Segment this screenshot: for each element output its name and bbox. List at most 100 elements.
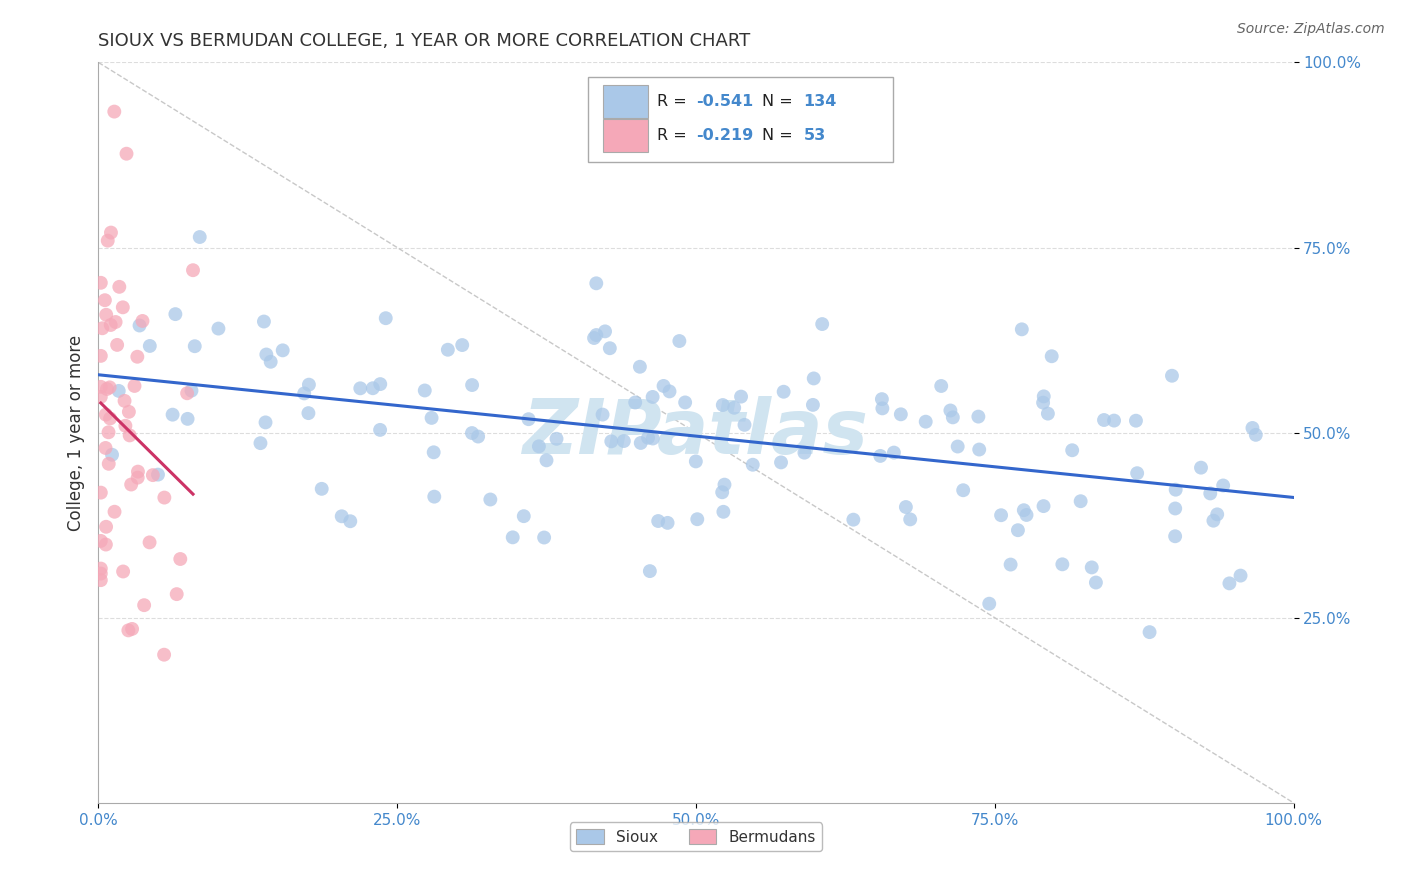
Point — [1244, 427, 1267, 442]
Point — [188, 230, 211, 244]
Point — [711, 485, 734, 500]
Point — [658, 384, 681, 399]
Point — [153, 491, 176, 505]
Point — [165, 307, 187, 321]
Point — [673, 395, 696, 409]
Point — [939, 403, 962, 417]
Point — [100, 318, 122, 332]
Point — [842, 513, 865, 527]
Point — [467, 429, 489, 443]
Point — [271, 343, 294, 358]
Point — [1070, 494, 1092, 508]
Point — [90, 485, 112, 500]
Point — [121, 622, 143, 636]
Point — [90, 561, 112, 575]
Point — [734, 417, 756, 432]
Point — [502, 530, 524, 544]
Point — [169, 552, 191, 566]
Point — [894, 500, 917, 514]
Point — [413, 384, 436, 398]
Point — [349, 381, 371, 395]
FancyBboxPatch shape — [603, 86, 648, 118]
Point — [585, 277, 607, 291]
Point — [711, 398, 734, 412]
Point — [803, 371, 825, 385]
Point — [368, 377, 391, 392]
Point — [103, 505, 125, 519]
Point — [253, 314, 276, 328]
Point — [1139, 625, 1161, 640]
Point — [112, 565, 135, 579]
Point — [115, 146, 138, 161]
Point — [96, 382, 118, 396]
Point — [260, 355, 283, 369]
Point — [883, 445, 905, 459]
Point — [713, 505, 735, 519]
Point — [451, 338, 474, 352]
Point — [668, 334, 690, 348]
Point — [162, 408, 184, 422]
Point — [176, 412, 198, 426]
Point — [91, 321, 114, 335]
Point — [1202, 514, 1225, 528]
Point — [1164, 529, 1187, 543]
Point — [1212, 478, 1234, 492]
Point — [422, 445, 444, 459]
Point — [647, 514, 669, 528]
Point — [374, 311, 396, 326]
Point — [423, 490, 446, 504]
Point — [914, 415, 936, 429]
Point — [90, 533, 112, 548]
Point — [184, 339, 207, 353]
Point — [872, 401, 894, 416]
Point — [207, 321, 229, 335]
Point — [1007, 523, 1029, 537]
Point — [101, 448, 124, 462]
Point — [1164, 501, 1187, 516]
Point — [811, 317, 834, 331]
Point — [946, 440, 969, 454]
Point — [90, 276, 112, 290]
Text: SIOUX VS BERMUDAN COLLEGE, 1 YEAR OR MORE CORRELATION CHART: SIOUX VS BERMUDAN COLLEGE, 1 YEAR OR MOR… — [98, 32, 751, 50]
Point — [127, 350, 149, 364]
Point — [1199, 486, 1222, 500]
Text: ZIPatlas: ZIPatlas — [523, 396, 869, 469]
Point — [127, 465, 149, 479]
Point — [890, 407, 912, 421]
Point — [96, 308, 118, 322]
Point — [630, 436, 652, 450]
Point — [90, 349, 112, 363]
Point — [94, 520, 117, 534]
Point — [1032, 499, 1054, 513]
Point — [166, 587, 188, 601]
Text: N =: N = — [762, 95, 797, 109]
Point — [1189, 460, 1212, 475]
Text: N =: N = — [762, 128, 797, 144]
Point — [437, 343, 460, 357]
Point — [97, 234, 120, 248]
Point — [527, 439, 550, 453]
Point — [585, 328, 607, 343]
Point — [138, 535, 160, 549]
Point — [330, 509, 353, 524]
Point — [100, 226, 122, 240]
Point — [1062, 443, 1084, 458]
Point — [98, 380, 121, 394]
Point — [292, 386, 315, 401]
Point — [420, 411, 443, 425]
Point — [929, 379, 952, 393]
Point — [114, 393, 136, 408]
Point — [517, 412, 540, 426]
Point — [139, 339, 162, 353]
Point — [90, 390, 112, 404]
Point — [979, 597, 1001, 611]
Point — [624, 395, 647, 409]
Point — [652, 379, 675, 393]
Text: 53: 53 — [804, 128, 825, 144]
Point — [117, 624, 139, 638]
Point — [967, 409, 990, 424]
Point — [176, 386, 198, 401]
Point — [127, 470, 149, 484]
Point — [546, 432, 568, 446]
Point — [94, 441, 117, 455]
